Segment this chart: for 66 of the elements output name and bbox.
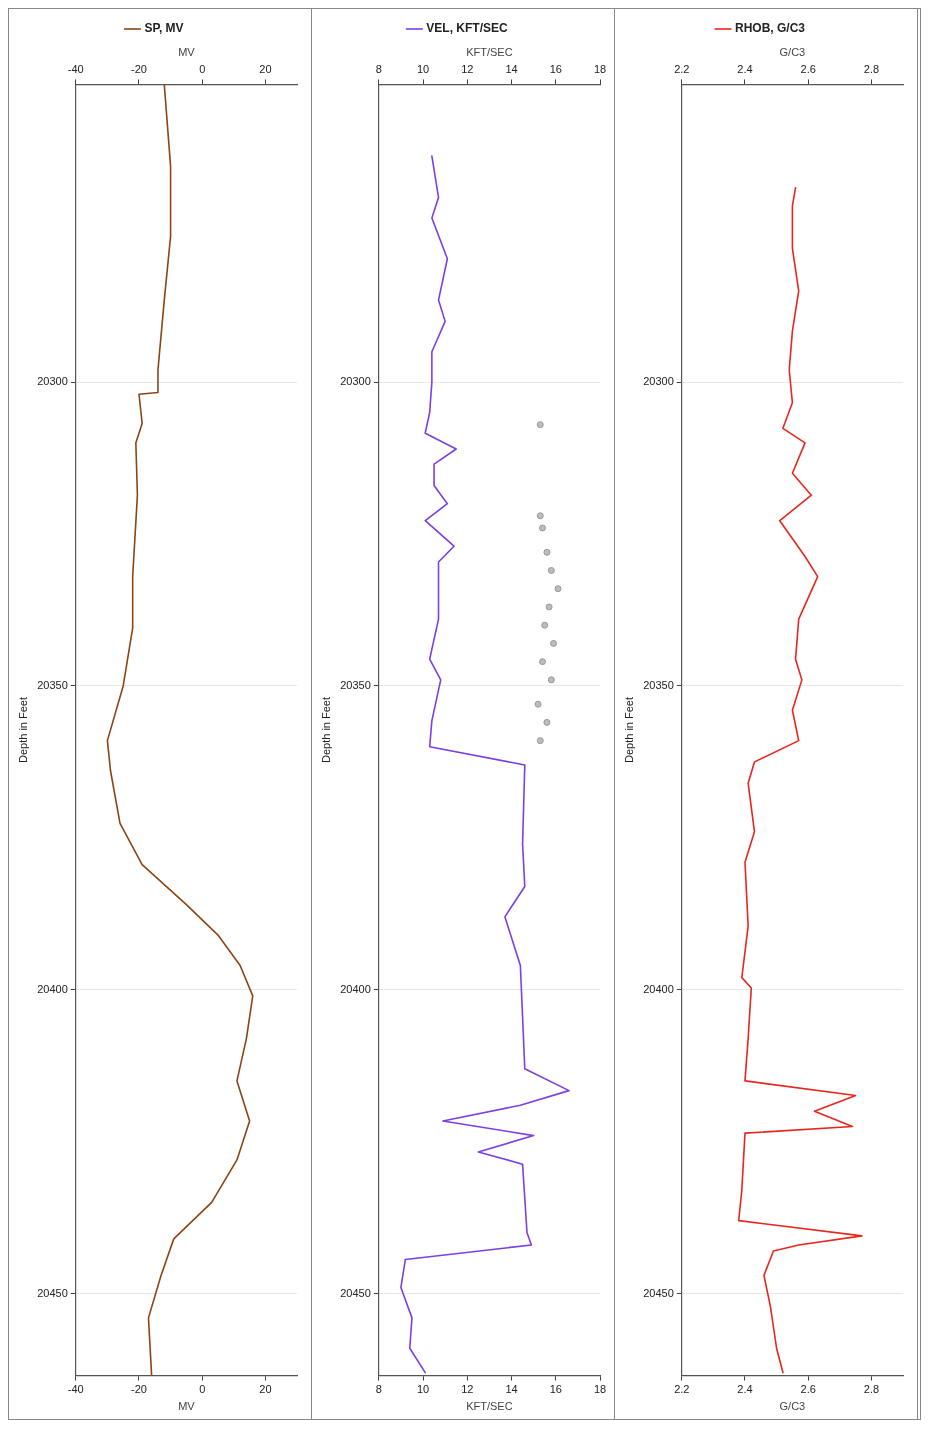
x-axis-title: G/C3 <box>779 1400 806 1413</box>
x-axis-title: KFT/SEC <box>466 1400 513 1413</box>
x-tick-label: -20 <box>131 1383 147 1396</box>
x-tick-label: -40 <box>67 1383 84 1396</box>
y-tick-label: 20450 <box>340 1286 371 1299</box>
y-tick-label: 20400 <box>340 982 371 995</box>
y-axis-title: Depth in Feet <box>16 696 29 764</box>
legend-label: VEL, KFT/SEC <box>426 21 508 36</box>
y-tick-label: 20300 <box>340 375 371 388</box>
point <box>536 421 544 429</box>
x-tick-label: 0 <box>199 1383 206 1396</box>
x2-tick-label: 2.4 <box>737 62 753 75</box>
x2-tick-label: 10 <box>416 62 430 75</box>
y-axis-title: Depth in Feet <box>622 696 635 764</box>
x2-tick-label: 14 <box>505 62 518 75</box>
point <box>538 658 546 666</box>
x2-tick-label: -20 <box>131 62 147 75</box>
y-tick-label: 20450 <box>643 1286 674 1299</box>
x2-tick-label: 2.2 <box>674 62 690 75</box>
point <box>545 603 553 611</box>
y-tick-label: 20350 <box>643 678 674 691</box>
y-tick-label: 20400 <box>643 982 674 995</box>
y-tick-label: 20300 <box>37 375 68 388</box>
y-tick-label: 20350 <box>37 678 68 691</box>
point <box>554 585 562 593</box>
y-tick-label: 20300 <box>643 375 674 388</box>
point <box>538 524 546 532</box>
point <box>543 548 551 556</box>
point <box>550 639 558 647</box>
point <box>547 676 555 684</box>
x-tick-label: 12 <box>461 1383 474 1396</box>
legend-label: SP, MV <box>144 21 184 36</box>
y-tick-label: 20450 <box>37 1286 68 1299</box>
x-axis-title: MV <box>178 1400 196 1413</box>
x2-tick-label: 2.6 <box>800 62 816 75</box>
x-tick-label: 2.6 <box>800 1383 816 1396</box>
point <box>534 700 542 708</box>
x2-axis-title: MV <box>178 45 196 58</box>
x-tick-label: 8 <box>375 1383 382 1396</box>
x2-axis-title: KFT/SEC <box>466 45 513 58</box>
x-tick-label: 14 <box>505 1383 518 1396</box>
x-tick-label: 20 <box>259 1383 272 1396</box>
y-tick-label: 20400 <box>37 982 68 995</box>
point <box>541 621 549 629</box>
x-tick-label: 2.4 <box>737 1383 753 1396</box>
x2-tick-label: 12 <box>461 62 474 75</box>
x-tick-label: 2.2 <box>674 1383 690 1396</box>
x2-tick-label: 2.8 <box>863 62 880 75</box>
x2-tick-label: 16 <box>549 62 562 75</box>
y-tick-label: 20350 <box>340 678 371 691</box>
x-tick-label: 10 <box>416 1383 430 1396</box>
x-tick-label: 2.8 <box>863 1383 880 1396</box>
x-tick-label: 16 <box>549 1383 562 1396</box>
y-axis-title: Depth in Feet <box>319 696 332 764</box>
point <box>536 737 544 745</box>
point <box>543 718 551 726</box>
x2-axis-title: G/C3 <box>779 45 806 58</box>
point <box>547 567 555 574</box>
point <box>536 512 544 520</box>
x-tick-label: 18 <box>593 1383 607 1396</box>
x2-tick-label: -40 <box>67 62 84 75</box>
x2-tick-label: 8 <box>375 62 382 75</box>
x2-tick-label: 18 <box>593 62 607 75</box>
x2-tick-label: 20 <box>259 62 272 75</box>
x2-tick-label: 0 <box>199 62 206 75</box>
legend-label: RHOB, G/C3 <box>735 21 806 36</box>
